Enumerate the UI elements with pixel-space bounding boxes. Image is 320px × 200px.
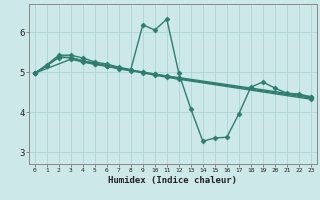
X-axis label: Humidex (Indice chaleur): Humidex (Indice chaleur) bbox=[108, 176, 237, 185]
